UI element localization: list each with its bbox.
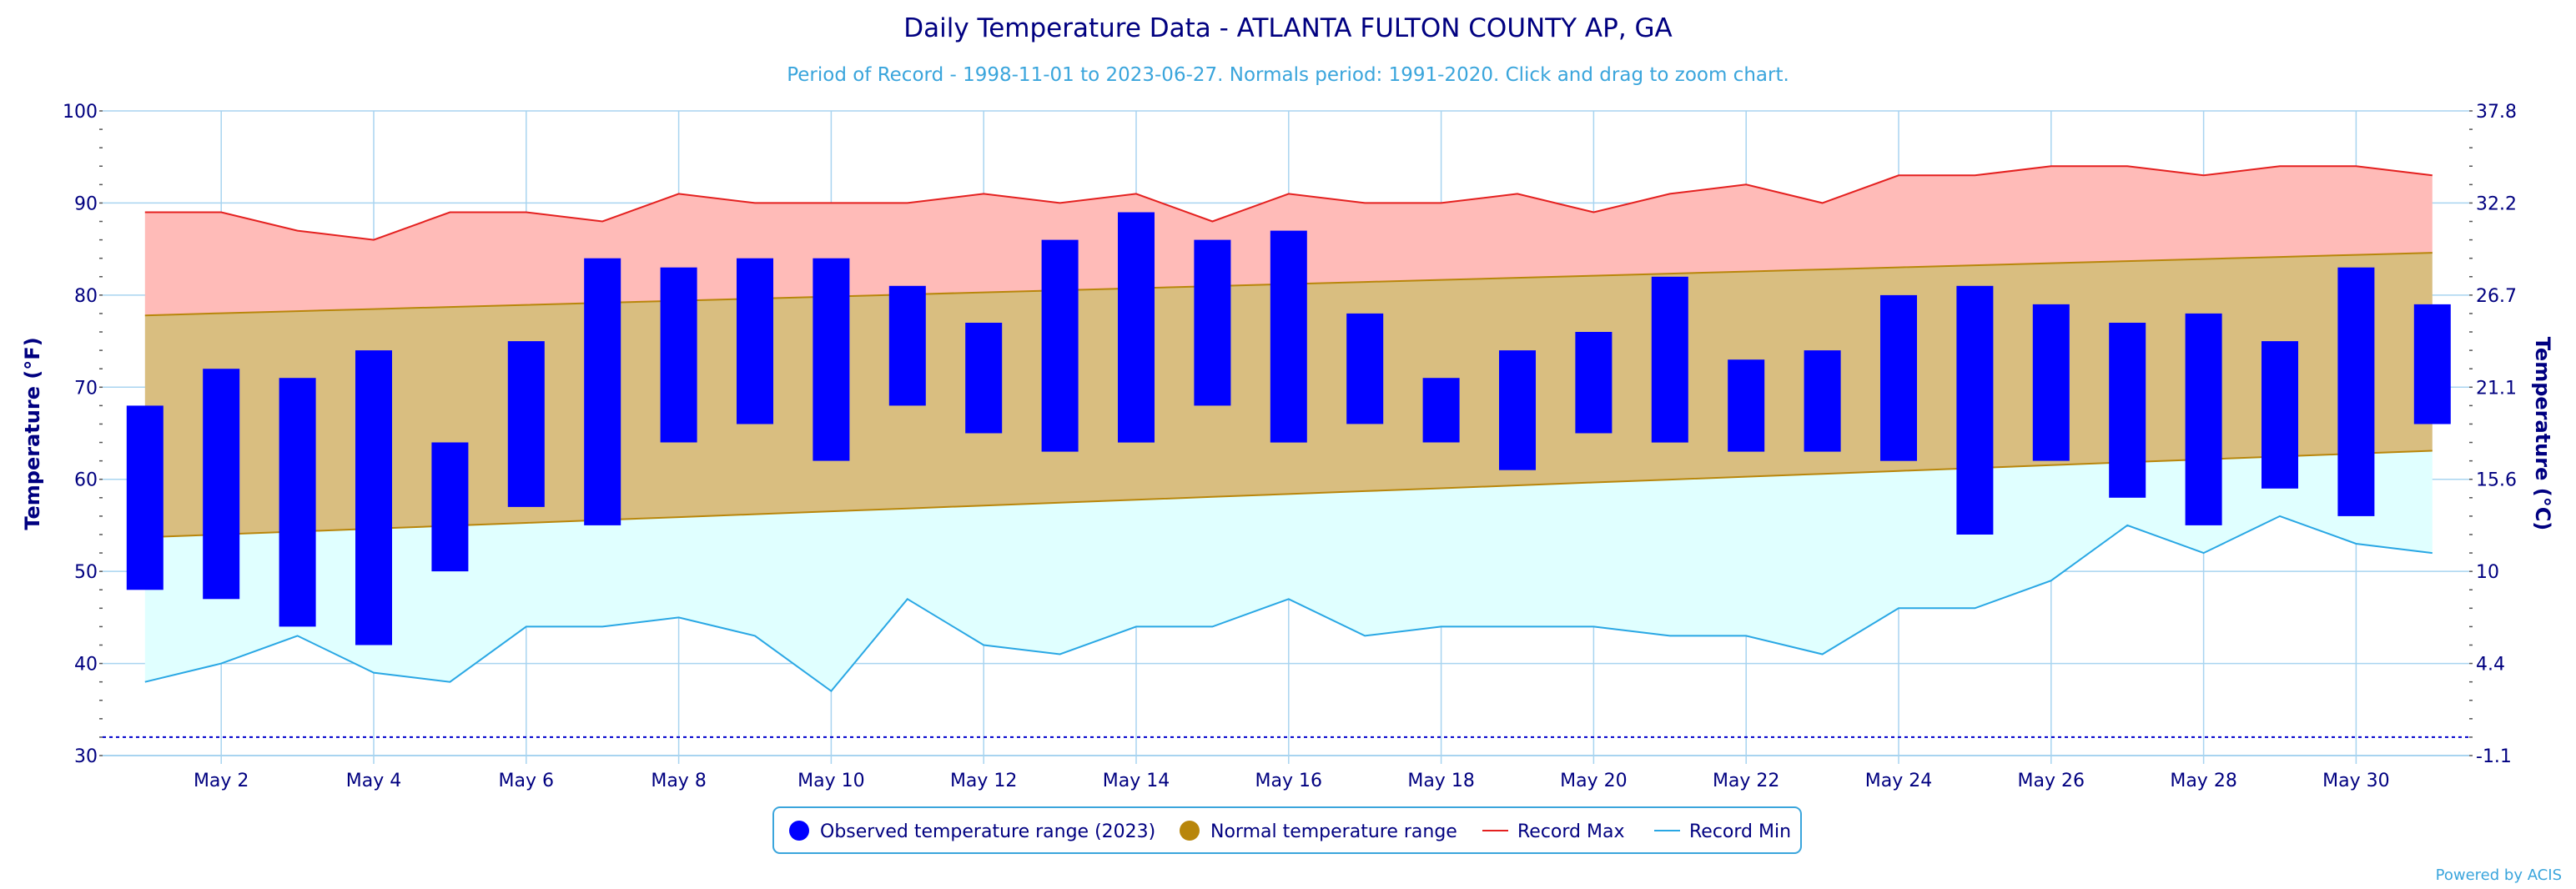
- y-tick-label: 60: [74, 470, 98, 491]
- observed-bar: [2032, 304, 2070, 461]
- x-tick-label: May 20: [1560, 771, 1627, 791]
- y-tick-label: 100: [63, 102, 98, 123]
- observed-bar: [1804, 350, 1841, 452]
- observed-bar: [1728, 359, 1765, 452]
- x-tick-label: May 12: [950, 771, 1017, 791]
- normal-low-line: [144, 450, 2433, 539]
- y2-tick-label: 32.2: [2476, 193, 2517, 214]
- x-tick-label: May 10: [797, 771, 864, 791]
- observed-bar: [2413, 304, 2451, 424]
- x-tick-label: May 8: [651, 771, 706, 791]
- legend-normal-marker: [1180, 821, 1200, 841]
- observed-bar: [2185, 313, 2222, 525]
- observed-bar: [584, 258, 621, 525]
- observed-bar: [1041, 239, 1079, 452]
- x-tick-label: May 14: [1103, 771, 1170, 791]
- observed-bar: [2109, 323, 2146, 498]
- chart-subtitle: Period of Record - 1998-11-01 to 2023-06…: [787, 64, 1789, 86]
- observed-bar: [888, 285, 926, 406]
- y-tick-label: 40: [74, 655, 98, 676]
- y-tick-label: 80: [74, 286, 98, 307]
- observed-bar: [965, 323, 1003, 434]
- observed-bar: [813, 258, 850, 461]
- chart-title: Daily Temperature Data - ATLANTA FULTON …: [903, 13, 1673, 43]
- x-tick-label: May 16: [1255, 771, 1322, 791]
- credit-text[interactable]: Powered by ACIS: [2436, 866, 2562, 884]
- observed-bar: [355, 350, 392, 645]
- x-tick-label: May 6: [499, 771, 554, 791]
- x-tick-label: May 26: [2018, 771, 2085, 791]
- x-tick-label: May 4: [346, 771, 401, 791]
- observed-bar: [431, 442, 469, 572]
- legend-box: [772, 806, 1802, 854]
- y-axis-title: Temperature (°F): [21, 337, 44, 530]
- observed-bar: [1499, 350, 1536, 470]
- legend-observed-label: Observed temperature range (2023): [820, 821, 1155, 842]
- y-tick-label: 30: [74, 746, 98, 767]
- legend-normal-label: Normal temperature range: [1210, 821, 1457, 842]
- observed-bar: [1575, 332, 1613, 434]
- y-tick-label: 50: [74, 562, 98, 583]
- observed-bar: [1651, 276, 1688, 443]
- y-tick-label: 70: [74, 378, 98, 399]
- observed-bar: [279, 378, 316, 627]
- observed-bar: [1270, 230, 1307, 443]
- observed-bar: [2262, 341, 2298, 489]
- record-min-line: [144, 515, 2433, 693]
- observed-bar: [660, 267, 697, 443]
- y2-axis-title: Temperature (°C): [2531, 337, 2554, 531]
- x-tick-label: May 24: [1865, 771, 1932, 791]
- y2-tick-label: 26.7: [2476, 286, 2517, 307]
- legend-observed-marker: [789, 821, 809, 841]
- x-tick-label: May 30: [2322, 771, 2389, 791]
- observed-bar: [1118, 212, 1155, 443]
- x-tick-label: May 22: [1713, 771, 1779, 791]
- observed-bar: [507, 341, 545, 507]
- observed-bar: [2337, 267, 2375, 516]
- observed-bar: [203, 369, 240, 600]
- y2-tick-label: 37.8: [2476, 102, 2517, 123]
- observed-bar: [1194, 239, 1231, 406]
- observed-bar: [1956, 285, 1994, 535]
- observed-bar: [126, 405, 164, 590]
- axes: 30 40 50 60 70 80 90 100 -1.1 4.4 10 15.6 21.1 26.7 32…: [63, 102, 2517, 791]
- y2-tick-label: -1.1: [2476, 746, 2512, 767]
- x-tick-label: May 18: [1407, 771, 1474, 791]
- legend-record-max-label: Record Max: [1517, 821, 1625, 842]
- observed-bar: [737, 258, 773, 424]
- x-tick-label: May 28: [2170, 771, 2236, 791]
- observed-bar: [1422, 378, 1460, 443]
- legend-record-min-label: Record Min: [1689, 821, 1791, 842]
- x-tick-label: May 2: [194, 771, 249, 791]
- y2-tick-label: 10: [2476, 562, 2499, 583]
- y2-tick-label: 21.1: [2476, 378, 2517, 399]
- observed-bar: [1346, 313, 1384, 424]
- observed-bars: [126, 212, 2451, 645]
- y2-tick-label: 15.6: [2476, 470, 2517, 491]
- y2-tick-label: 4.4: [2476, 655, 2505, 676]
- record-max-line: [144, 165, 2433, 241]
- observed-bar: [1880, 294, 1917, 461]
- y-tick-label: 90: [74, 193, 98, 214]
- chart-legend: Observed temperature range (2023) Normal…: [772, 806, 1802, 854]
